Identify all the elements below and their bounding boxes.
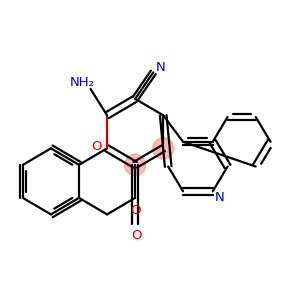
Text: N: N [156,61,165,74]
Circle shape [124,154,146,176]
Text: O: O [91,140,102,153]
Text: NH₂: NH₂ [70,76,95,89]
Text: N: N [214,191,224,204]
Circle shape [153,138,174,159]
Text: O: O [130,204,140,217]
Text: O: O [131,229,142,242]
